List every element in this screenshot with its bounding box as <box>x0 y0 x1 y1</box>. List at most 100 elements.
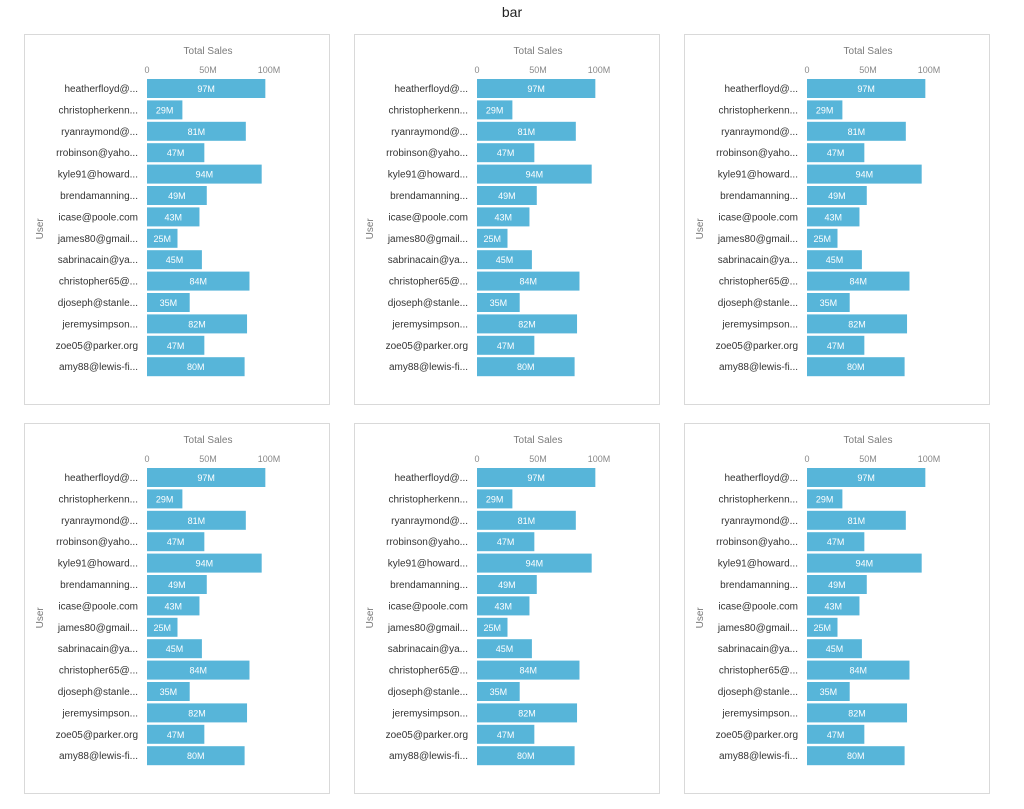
bar <box>477 596 530 616</box>
bar-value-label: 35M <box>490 687 508 697</box>
bar <box>807 79 926 98</box>
bar-value-label: 45M <box>166 644 184 654</box>
y-axis-title: User <box>695 218 706 240</box>
bar <box>147 164 262 184</box>
chart-panel-4: Total Sales 0 50M 100M User heatherfloyd@... 9… <box>24 423 330 794</box>
category-label: christopherkenn... <box>719 105 799 116</box>
bar-value-label: 47M <box>167 341 185 351</box>
bar-value-label: 80M <box>187 751 205 761</box>
bar-value-label: 43M <box>164 601 182 611</box>
bar <box>807 335 865 355</box>
category-label: djoseph@stanle... <box>58 687 138 698</box>
bar-value-label: 80M <box>517 751 535 761</box>
category-label: christopher65@... <box>389 666 468 677</box>
bar-value-label: 25M <box>153 234 171 244</box>
bar <box>477 489 513 509</box>
bar-value-label: 29M <box>486 105 504 115</box>
bar <box>477 682 520 701</box>
bar-value-label: 97M <box>857 84 875 94</box>
category-label: brendamanning... <box>390 191 468 202</box>
page-title: bar <box>501 4 523 20</box>
bar-value-label: 47M <box>497 341 515 351</box>
x-tick-label: 100M <box>258 454 281 464</box>
bar-value-label: 43M <box>494 212 512 222</box>
bar-value-label: 43M <box>164 212 182 222</box>
bar-value-label: 35M <box>160 687 178 697</box>
bar-value-label: 81M <box>188 127 206 137</box>
category-label: kyle91@howard... <box>718 559 798 570</box>
category-label: amy88@lewis-fi... <box>389 751 468 762</box>
bar-value-label: 29M <box>156 105 174 115</box>
bar <box>477 553 592 573</box>
bar-value-label: 35M <box>820 687 838 697</box>
bar <box>147 357 245 377</box>
bar-value-label: 25M <box>483 623 501 633</box>
chart-panel-5: Total Sales 0 50M 100M User heatherfloyd@... 9… <box>354 423 660 794</box>
x-tick-label: 100M <box>588 454 611 464</box>
bar <box>477 639 532 659</box>
bar-value-label: 94M <box>196 559 214 569</box>
x-axis-title: Total Sales <box>844 46 893 57</box>
category-label: kyle91@howard... <box>58 559 138 570</box>
bar <box>147 250 202 270</box>
bar <box>477 186 537 205</box>
bar <box>147 186 207 205</box>
bar <box>477 660 580 680</box>
bar <box>807 468 926 487</box>
bar <box>147 639 202 659</box>
x-axis-title: Total Sales <box>844 435 893 446</box>
category-label: rrobinson@yaho... <box>56 148 138 159</box>
bar <box>807 357 905 377</box>
category-label: zoe05@parker.org <box>56 341 138 352</box>
bar-value-label: 29M <box>816 494 834 504</box>
bar <box>147 121 246 141</box>
x-axis-title: Total Sales <box>184 435 233 446</box>
bar <box>477 746 575 766</box>
bar-value-label: 25M <box>813 623 831 633</box>
category-label: james80@gmail... <box>717 234 798 245</box>
bar <box>477 510 576 530</box>
x-tick-label: 0 <box>474 65 479 75</box>
x-tick-label: 0 <box>804 65 809 75</box>
category-label: djoseph@stanle... <box>718 687 798 698</box>
bar <box>807 121 906 141</box>
x-tick-label: 0 <box>804 454 809 464</box>
category-label: ryanraymond@... <box>391 127 468 138</box>
bar-value-label: 80M <box>517 362 535 372</box>
category-label: ryanraymond@... <box>61 127 138 138</box>
category-label: james80@gmail... <box>387 623 468 634</box>
bar-value-label: 94M <box>526 559 544 569</box>
category-label: djoseph@stanle... <box>718 298 798 309</box>
bar <box>807 207 860 227</box>
bar-chart: Total Sales 0 50M 100M User heatherfloyd@... 9… <box>695 435 940 766</box>
bar-value-label: 29M <box>486 494 504 504</box>
category-label: sabrinacain@ya... <box>718 644 798 655</box>
bar-value-label: 25M <box>483 234 501 244</box>
category-label: christopherkenn... <box>719 494 799 505</box>
category-label: kyle91@howard... <box>718 170 798 181</box>
category-label: brendamanning... <box>720 191 798 202</box>
bar-value-label: 29M <box>816 105 834 115</box>
category-label: rrobinson@yaho... <box>56 537 138 548</box>
bar-value-label: 45M <box>826 255 844 265</box>
bar <box>147 100 183 120</box>
x-tick-label: 50M <box>859 454 877 464</box>
category-label: jeremysimpson... <box>391 708 468 719</box>
bar <box>807 100 843 120</box>
x-tick-label: 100M <box>258 65 281 75</box>
category-label: heatherfloyd@... <box>64 84 138 95</box>
bar <box>147 660 250 680</box>
category-label: icase@poole.com <box>388 601 468 612</box>
bar <box>147 293 190 312</box>
bar-value-label: 47M <box>497 730 515 740</box>
y-axis-title: User <box>35 218 46 240</box>
category-label: zoe05@parker.org <box>716 341 798 352</box>
x-tick-label: 100M <box>918 65 941 75</box>
category-label: james80@gmail... <box>57 234 138 245</box>
bar <box>147 724 205 744</box>
bar-value-label: 84M <box>189 277 207 287</box>
chart-panel-6: Total Sales 0 50M 100M User heatherfloyd@... 9… <box>684 423 990 794</box>
category-label: kyle91@howard... <box>388 559 468 570</box>
bar-value-label: 47M <box>497 148 515 158</box>
bar-value-label: 80M <box>847 751 865 761</box>
